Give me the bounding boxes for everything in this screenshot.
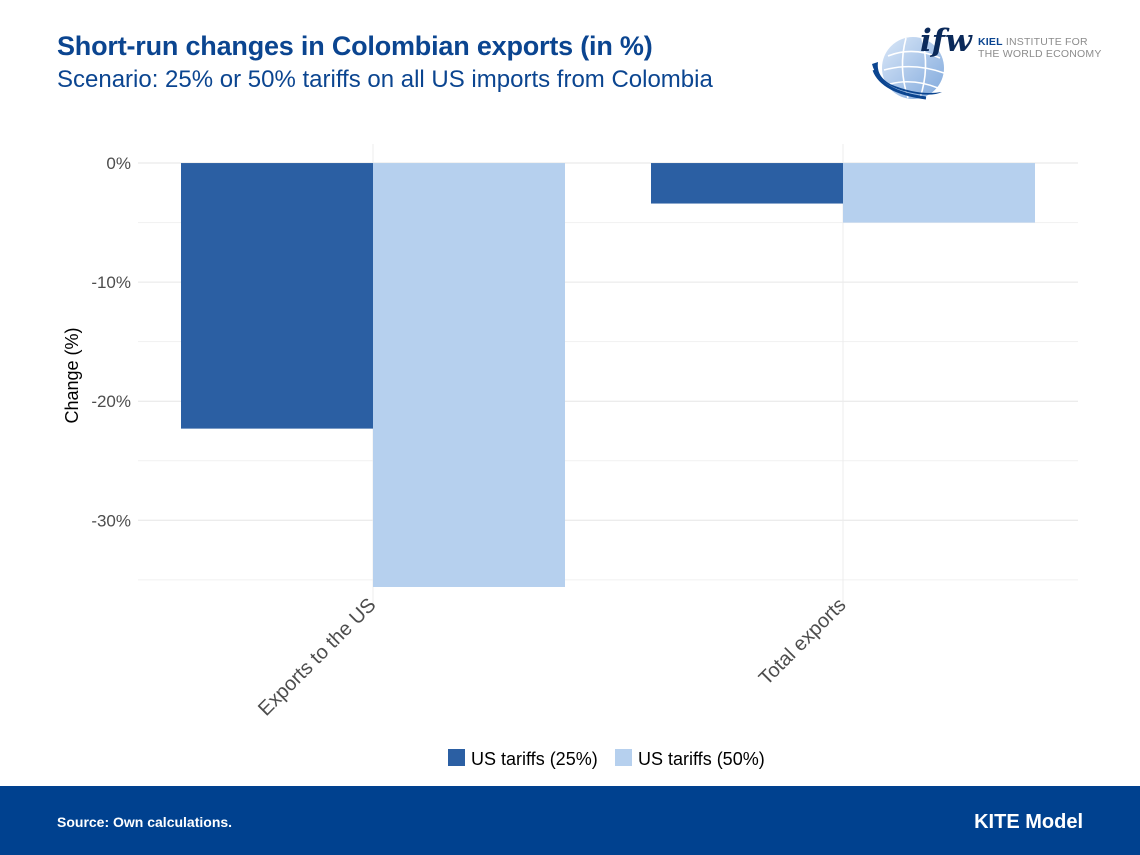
y-tick-label: -20% [91,392,131,411]
chart-subtitle: Scenario: 25% or 50% tariffs on all US i… [57,66,713,93]
bar [373,163,565,587]
ifw-globe-logo: ifw [872,23,973,100]
legend-label: US tariffs (25%) [471,749,598,769]
legend-swatch [615,749,632,766]
logo-wordmark: ifw [920,23,973,59]
y-tick-label: 0% [106,154,131,173]
bar [651,163,843,204]
x-tick-label: Total exports [755,594,851,690]
y-tick-label: -10% [91,273,131,292]
logo-kiel: KIEL [978,36,1003,48]
chart-title: Short-run changes in Colombian exports (… [57,31,653,61]
bar-chart: 0% -10% -20% -30% Exports to the US Total exp… [62,144,1078,769]
y-axis-label: Change (%) [62,327,82,423]
bar [181,163,373,429]
y-tick-label: -30% [91,511,131,530]
model-name: KITE Model [974,811,1083,833]
x-tick-label: Exports to the US [254,594,380,720]
bar [843,163,1035,223]
legend-swatch [448,749,465,766]
source-note: Source: Own calculations. [57,814,233,830]
logo-line1: INSTITUTE FOR [1005,36,1088,48]
logo-line2: THE WORLD ECONOMY [978,47,1102,60]
logo-text: KIEL INSTITUTE FOR THE WORLD ECONOMY [978,36,1102,60]
footer-bar: Source: Own calculations. KITE Model [0,786,1140,855]
legend-label: US tariffs (50%) [638,749,765,769]
